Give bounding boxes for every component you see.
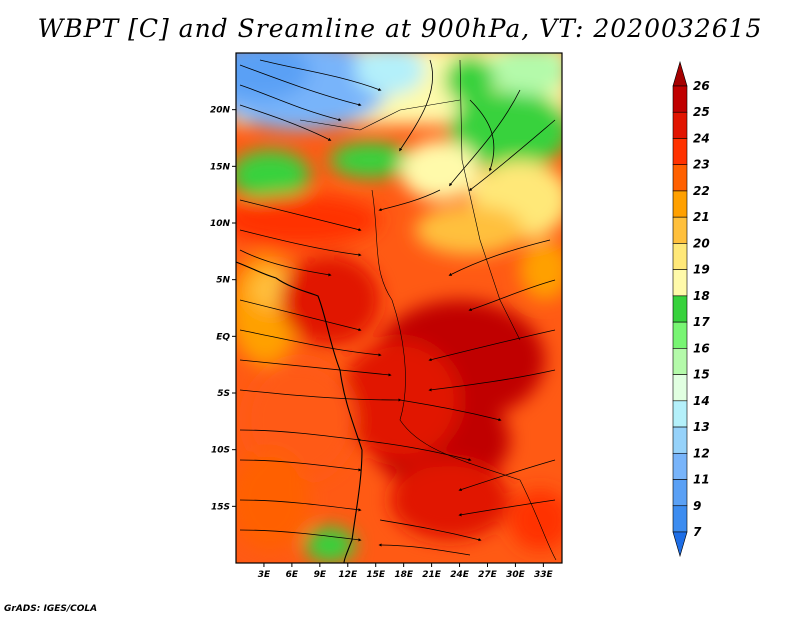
colorbar-swatch [672, 505, 688, 533]
colorbar-label: 24 [693, 131, 710, 145]
longitude-axis: 3E 6E 9E 12E 15E 18E 21E 24E 27E 30E 33E [258, 563, 554, 580]
colorbar-swatch [672, 295, 688, 323]
colorbar-label: 11 [693, 473, 710, 487]
colorbar-label: 13 [693, 420, 710, 434]
lon-label: 27E [478, 570, 498, 580]
colorbar-label: 14 [693, 394, 710, 408]
lat-label: 5N [216, 276, 230, 286]
colorbar-swatch [672, 400, 688, 428]
colorbar-swatch [672, 531, 688, 558]
colorbar-label: 26 [693, 79, 710, 93]
lat-label: EQ [216, 332, 230, 342]
colorbar-swatch [672, 60, 688, 87]
colorbar-swatch [672, 111, 688, 139]
colorbar-swatch [672, 269, 688, 297]
lon-label: 18E [394, 570, 414, 580]
lat-label: 10N [210, 219, 231, 229]
credit-text: GrADS: IGES/COLA [4, 604, 98, 614]
colorbar-label: 21 [693, 210, 710, 224]
streamlines [239, 59, 556, 556]
colorbar-swatch [672, 426, 688, 454]
colorbar-swatch [672, 479, 688, 507]
colorbar-label: 17 [693, 315, 710, 329]
lat-label: 20N [210, 106, 231, 116]
colorbar-swatch [672, 452, 688, 480]
lon-label: 12E [338, 570, 358, 580]
lon-label: 30E [506, 570, 526, 580]
lat-label: 5S [217, 389, 230, 399]
colorbar-label: 16 [693, 341, 710, 355]
colorbar-swatch [672, 138, 688, 166]
lat-label: 10S [211, 446, 230, 456]
colorbar-label: 20 [693, 236, 710, 250]
colorbar-label: 9 [693, 499, 701, 513]
chart-title: WBPT [C] and Sreamline at 900hPa, VT: 20… [37, 14, 763, 43]
colorbar-swatch [672, 85, 688, 113]
colorbar-swatch [672, 243, 688, 270]
colorbar-label: 12 [693, 446, 710, 460]
colorbar-swatch [672, 374, 688, 402]
lat-label: 15N [210, 162, 231, 172]
coastlines [236, 59, 557, 563]
colorbar-label: 19 [693, 263, 710, 277]
colorbar: 26 25 24 23 22 21 20 19 18 17 16 15 14 13 12 11 9 7 [672, 60, 710, 558]
colorbar-swatch [672, 164, 688, 192]
colorbar-label: 22 [693, 184, 710, 198]
lat-label: 15S [211, 502, 230, 512]
lon-label: 9E [314, 570, 327, 580]
lon-label: 21E [422, 570, 442, 580]
lon-label: 15E [366, 570, 386, 580]
plot-frame [235, 52, 563, 564]
lon-label: 24E [450, 570, 470, 580]
temperature-field [236, 53, 562, 563]
colorbar-label: 18 [693, 289, 710, 303]
colorbar-swatch [672, 190, 688, 218]
colorbar-swatch [672, 348, 688, 375]
colorbar-label: 7 [693, 525, 702, 539]
colorbar-label: 23 [693, 158, 710, 172]
colorbar-swatch [672, 216, 688, 244]
lon-label: 33E [534, 570, 554, 580]
colorbar-label: 15 [693, 368, 710, 382]
lon-label: 6E [286, 570, 299, 580]
latitude-axis: 20N 15N 10N 5N EQ 5S 10S 15S [210, 106, 236, 512]
lon-label: 3E [258, 570, 271, 580]
colorbar-swatch [672, 321, 688, 349]
colorbar-label: 25 [693, 105, 710, 119]
